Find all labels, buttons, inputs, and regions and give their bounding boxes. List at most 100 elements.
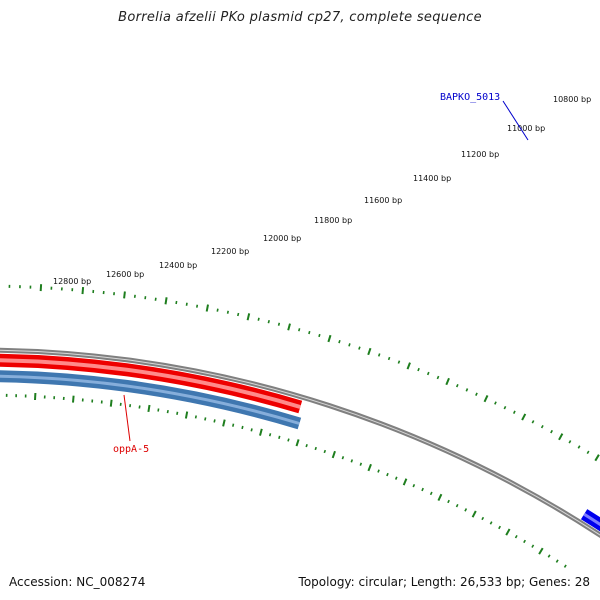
inner-scale-minor-tick	[323, 449, 327, 454]
outer-scale-minor-tick	[577, 445, 581, 449]
outer-scale-major-tick	[406, 362, 411, 370]
inner-scale-major-tick	[331, 450, 336, 459]
outer-scale-minor-tick	[475, 392, 478, 396]
outer-scale-major-tick	[594, 454, 600, 462]
outer-scale-minor-tick	[318, 333, 321, 338]
inner-scale-minor-tick	[166, 409, 169, 414]
inner-scale-minor-tick	[204, 417, 207, 421]
outer-scale-minor-tick	[257, 317, 260, 321]
outer-scale-minor-tick	[387, 356, 391, 361]
outer-scale-minor-tick	[358, 346, 361, 350]
outer-scale-minor-tick	[531, 420, 535, 424]
scale-tick-label: 12600 bp	[106, 270, 144, 279]
outer-scale-minor-tick	[586, 450, 590, 454]
inner-scale-minor-tick	[555, 559, 559, 563]
inner-scale-minor-tick	[421, 487, 424, 492]
gene-bapko-5013[interactable]	[580, 509, 600, 584]
inner-scale-minor-tick	[394, 476, 398, 480]
inner-scale-major-tick	[437, 493, 443, 502]
scale-tick-label: 11800 bp	[314, 216, 352, 225]
accession-text: Accession: NC_008274	[9, 575, 146, 589]
scale-tick-labels: 10800 bp 11000 bp 11200 bp 11400 bp 11600 bp…	[53, 95, 591, 286]
outer-scale-minor-tick	[277, 322, 281, 326]
inner-scale-minor-tick	[176, 411, 179, 415]
outer-scale-ticks	[8, 284, 600, 462]
scale-tick-label: 11000 bp	[507, 124, 545, 133]
inner-scale-minor-tick	[429, 491, 433, 496]
gene-label-bapko-5013[interactable]: BAPKO_5013	[440, 92, 500, 103]
outer-scale-minor-tick	[267, 319, 270, 324]
gene-oppa-5[interactable]	[0, 353, 303, 414]
outer-scale-minor-tick	[397, 360, 401, 364]
inner-scale-minor-tick	[194, 415, 197, 419]
outer-scale-major-tick	[246, 313, 251, 321]
inner-scale-minor-tick	[287, 438, 290, 442]
inner-scale-minor-tick	[531, 544, 535, 548]
outer-scale-minor-tick	[196, 304, 199, 308]
inner-scale-major-tick	[184, 411, 189, 419]
inner-scale-major-tick	[222, 419, 226, 427]
outer-scale-minor-tick	[348, 343, 351, 347]
outer-scale-minor-tick	[216, 308, 219, 312]
inner-scale-minor-tick	[377, 469, 380, 473]
outer-scale-minor-tick	[436, 375, 440, 380]
outer-scale-minor-tick	[512, 410, 516, 414]
scale-tick-label: 12800 bp	[53, 277, 91, 286]
outer-scale-minor-tick	[494, 401, 497, 405]
outer-scale-major-tick	[521, 413, 527, 421]
inner-scale-minor-tick	[481, 516, 485, 521]
inner-scale-minor-tick	[359, 462, 363, 466]
inner-scale-minor-tick	[498, 525, 501, 530]
inner-scale-minor-tick	[314, 446, 317, 451]
scale-tick-label: 12200 bp	[211, 247, 249, 256]
outer-scale-major-tick	[367, 347, 372, 356]
inner-scale-minor-tick	[341, 456, 345, 460]
topology-summary: Topology: circular; Length: 26,533 bp; G…	[298, 575, 590, 589]
outer-scale-minor-tick	[455, 383, 459, 388]
inner-scale-minor-tick	[563, 564, 567, 568]
outer-scale-major-tick	[81, 287, 85, 295]
outer-scale-minor-tick	[503, 405, 507, 410]
inner-scale-minor-tick	[464, 508, 468, 512]
outer-scale-major-tick	[483, 394, 489, 403]
gene-label-leader-bapko-5013	[502, 100, 529, 141]
outer-scale-minor-tick	[226, 310, 229, 314]
inner-scale-minor-tick	[241, 425, 244, 430]
inner-scale-major-tick	[505, 528, 511, 536]
outer-scale-minor-tick	[377, 353, 381, 357]
outer-scale-major-tick	[327, 334, 332, 343]
inner-scale-minor-tick	[523, 539, 526, 544]
outer-scale-major-tick	[164, 297, 168, 305]
inner-scale-minor-tick	[489, 521, 493, 525]
outer-scale-minor-tick	[298, 328, 301, 332]
outer-scale-minor-tick	[308, 330, 311, 335]
outer-scale-minor-tick	[568, 440, 572, 444]
inner-scale-major-tick	[295, 439, 300, 447]
inner-scale-minor-tick	[455, 503, 459, 508]
inner-scale-minor-tick	[157, 408, 160, 412]
inner-scale-minor-tick	[514, 535, 518, 539]
inner-scale-minor-tick	[447, 499, 450, 504]
inner-scale-minor-tick	[250, 428, 253, 432]
scale-tick-label: 11600 bp	[364, 196, 402, 205]
inner-scale-minor-tick	[232, 423, 235, 427]
gene-label-oppa-5[interactable]: oppA-5	[113, 444, 149, 455]
outer-scale-minor-tick	[154, 297, 157, 301]
gene-reverse-strand[interactable]	[0, 370, 302, 430]
outer-scale-major-tick	[123, 291, 126, 299]
outer-scale-major-tick	[558, 433, 564, 441]
inner-scale-minor-tick	[412, 483, 416, 488]
inner-scale-minor-tick	[547, 554, 551, 558]
outer-scale-minor-tick	[550, 429, 553, 434]
inner-scale-minor-tick	[350, 459, 354, 463]
inner-scale-major-tick	[259, 428, 263, 436]
inner-scale-minor-tick	[278, 435, 281, 440]
inner-scale-minor-tick	[268, 433, 272, 437]
scale-tick-label: 11200 bp	[461, 150, 499, 159]
outer-scale-minor-tick	[540, 425, 544, 429]
inner-scale-minor-tick	[213, 419, 216, 423]
outer-scale-minor-tick	[175, 300, 178, 305]
outer-scale-major-tick	[205, 304, 209, 312]
